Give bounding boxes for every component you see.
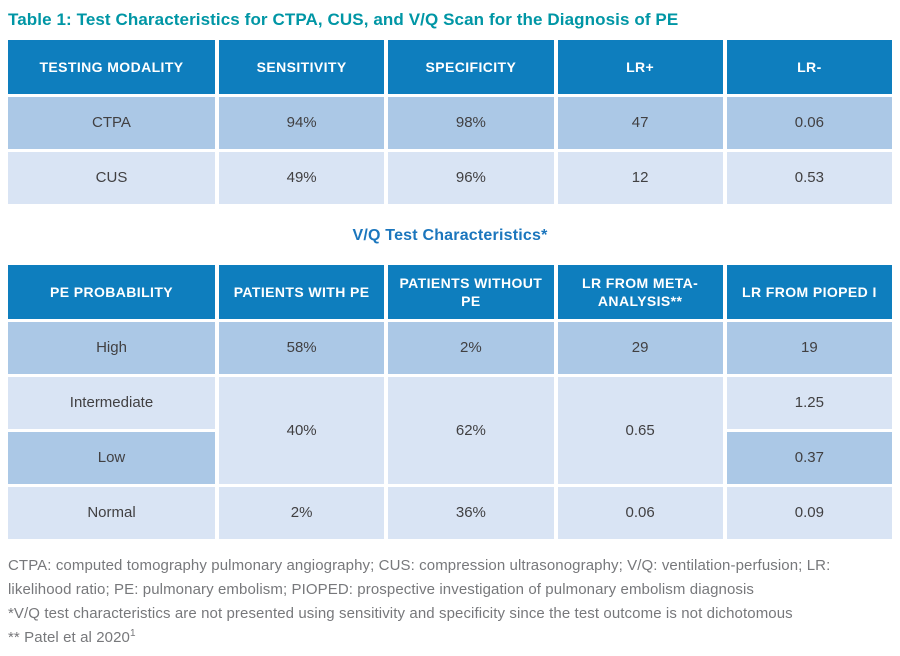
footnote-abbreviations: CTPA: computed tomography pulmonary angi… — [8, 557, 831, 598]
column-header-lr-plus: LR+ — [557, 40, 723, 94]
cell-ctpa-sensitivity: 94% — [219, 97, 385, 149]
cell-intermediate-low-lr-meta: 0.65 — [557, 377, 723, 484]
cell-normal-without-pe: 36% — [388, 487, 554, 539]
column-header-testing-modality: TESTING MODALITY — [8, 40, 215, 94]
test-characteristics-table: TESTING MODALITY SENSITIVITY SPECIFICITY… — [8, 40, 892, 204]
cell-normal-label: Normal — [8, 487, 215, 539]
column-header-lr-pioped: LR FROM PIOPED I — [726, 265, 892, 319]
cell-high-without-pe: 2% — [388, 322, 554, 374]
cell-cus-modality: CUS — [8, 152, 215, 204]
footnote-asterisk: *V/Q test characteristics are not presen… — [8, 605, 793, 622]
cell-high-lr-pioped: 19 — [726, 322, 892, 374]
cell-cus-lr-minus: 0.53 — [726, 152, 892, 204]
cell-high-with-pe: 58% — [219, 322, 385, 374]
cell-ctpa-modality: CTPA — [8, 97, 215, 149]
vq-characteristics-table: PE PROBABILITY PATIENTS WITH PE PATIENTS… — [8, 265, 892, 539]
cell-normal-with-pe: 2% — [219, 487, 385, 539]
column-header-sensitivity: SENSITIVITY — [219, 40, 385, 94]
cell-low-lr-pioped: 0.37 — [726, 432, 892, 484]
column-header-patients-with-pe: PATIENTS WITH PE — [219, 265, 385, 319]
vq-table-subtitle: V/Q Test Characteristics* — [352, 227, 548, 244]
cell-intermediate-low-with-pe: 40% — [219, 377, 385, 484]
footnote-citation-text: ** Patel et al 2020 — [8, 629, 130, 646]
cell-cus-specificity: 96% — [388, 152, 554, 204]
table-title: Table 1: Test Characteristics for CTPA, … — [8, 10, 679, 29]
column-header-patients-without-pe: PATIENTS WITHOUT PE — [388, 265, 554, 319]
citation-superscript: 1 — [130, 628, 136, 639]
cell-high-label: High — [8, 322, 215, 374]
column-header-pe-probability: PE PROBABILITY — [8, 265, 215, 319]
cell-intermediate-label: Intermediate — [8, 377, 215, 429]
cell-intermediate-lr-pioped: 1.25 — [726, 377, 892, 429]
column-header-lr-minus: LR- — [726, 40, 892, 94]
cell-intermediate-low-without-pe: 62% — [388, 377, 554, 484]
footnote-citation: ** Patel et al 20201 — [8, 626, 892, 650]
cell-ctpa-specificity: 98% — [388, 97, 554, 149]
footnotes: CTPA: computed tomography pulmonary angi… — [8, 554, 892, 650]
cell-ctpa-lr-minus: 0.06 — [726, 97, 892, 149]
cell-ctpa-lr-plus: 47 — [557, 97, 723, 149]
cell-normal-lr-pioped: 0.09 — [726, 487, 892, 539]
column-header-lr-meta-analysis: LR FROM META-ANALYSIS** — [557, 265, 723, 319]
cell-low-label: Low — [8, 432, 215, 484]
cell-normal-lr-meta: 0.06 — [557, 487, 723, 539]
column-header-specificity: SPECIFICITY — [388, 40, 554, 94]
cell-high-lr-meta: 29 — [557, 322, 723, 374]
cell-cus-lr-plus: 12 — [557, 152, 723, 204]
cell-cus-sensitivity: 49% — [219, 152, 385, 204]
